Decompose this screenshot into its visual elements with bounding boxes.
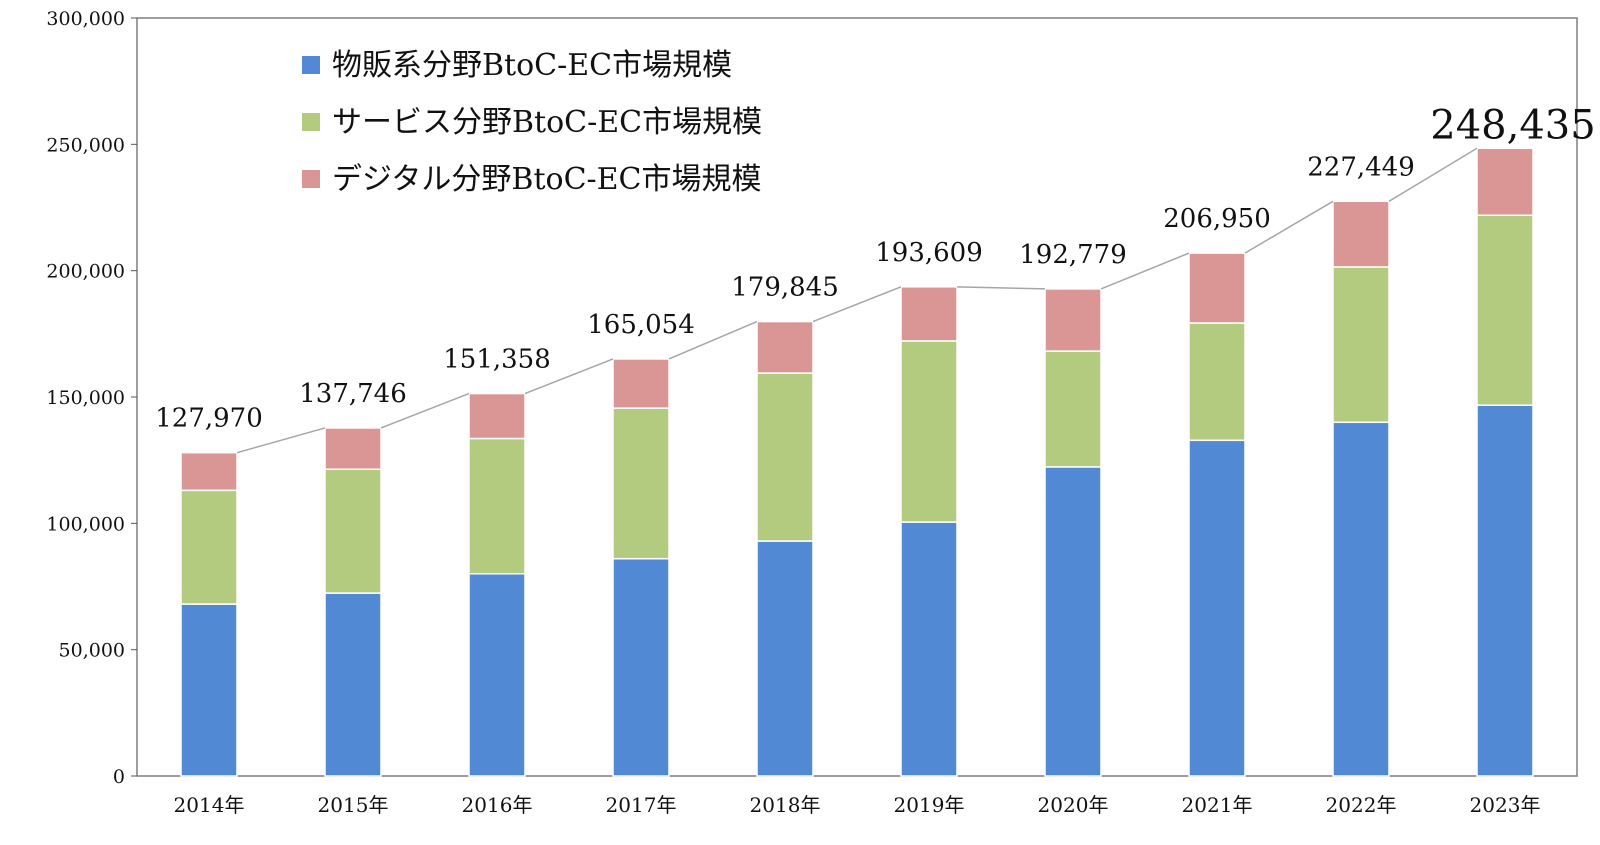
y-axis: 0 50,000 100,000 150,000 200,000 250,000 300,0…: [46, 8, 137, 788]
bar-segment-digital: [1188, 252, 1246, 324]
bar-segment-digital: [468, 392, 526, 440]
bar-segment-goods: [1044, 466, 1102, 777]
bar-segment-services: [324, 468, 382, 594]
x-tick-label: 2015年: [318, 793, 389, 817]
total-trend-line: [236, 147, 1478, 454]
y-tick-label: 150,000: [46, 387, 125, 409]
total-value-label: 248,435: [1430, 102, 1595, 148]
y-tick-label: 300,000: [46, 8, 125, 30]
y-tick-label: 0: [113, 766, 125, 788]
x-tick-label: 2017年: [606, 793, 677, 817]
legend: 物販系分野BtoC-EC市場規模サービス分野BtoC-EC市場規模デジタル分野B…: [302, 48, 762, 197]
bar-segment-services: [756, 372, 814, 542]
bars: [180, 147, 1534, 777]
bar-segment-digital: [1044, 288, 1102, 352]
bar-segment-goods: [1332, 421, 1390, 777]
bar-segment-services: [1476, 214, 1534, 406]
total-value-label: 206,950: [1163, 204, 1271, 234]
bar-segment-services: [1332, 266, 1390, 424]
total-value-label: 227,449: [1307, 152, 1415, 182]
bar-segment-goods: [468, 573, 526, 777]
legend-swatch: [302, 56, 320, 74]
x-tick-label: 2014年: [174, 793, 245, 817]
total-line-segment: [1388, 147, 1478, 202]
bar-segment-goods: [324, 592, 382, 777]
x-tick-label: 2023年: [1470, 793, 1541, 817]
legend-label: サービス分野BtoC-EC市場規模: [332, 105, 762, 140]
total-line-segment: [236, 427, 326, 454]
bar-segment-services: [1188, 322, 1246, 442]
total-line-segment: [524, 358, 614, 395]
bar-segment-services: [468, 437, 526, 575]
bar-segment-goods: [612, 557, 670, 777]
bar-segment-digital: [1476, 147, 1534, 217]
legend-label: デジタル分野BtoC-EC市場規模: [332, 162, 762, 197]
bar-segment-services: [900, 340, 958, 523]
x-tick-label: 2016年: [462, 793, 533, 817]
total-line-segment: [380, 392, 470, 429]
bar-segment-goods: [756, 540, 814, 777]
y-tick-label: 200,000: [46, 261, 125, 283]
bar-segment-services: [612, 407, 670, 560]
y-tick-label: 250,000: [46, 134, 125, 156]
total-value-label: 179,845: [731, 273, 839, 303]
x-tick-label: 2022年: [1326, 793, 1397, 817]
x-tick-label: 2018年: [750, 793, 821, 817]
total-labels: 127,970 137,746 151,358 165,054 179,845 193,6…: [155, 102, 1595, 433]
bar-segment-digital: [180, 451, 238, 492]
total-value-label: 165,054: [587, 310, 695, 340]
legend-swatch: [302, 113, 320, 131]
x-tick-label: 2020年: [1038, 793, 1109, 817]
total-value-label: 127,970: [155, 404, 263, 434]
y-tick-label: 50,000: [59, 640, 125, 662]
bar-segment-digital: [324, 427, 382, 470]
total-line-segment: [812, 286, 902, 323]
total-line-segment: [668, 320, 758, 360]
x-axis: 2014年 2015年 2016年 2017年 2018年 2019年 2020年 2021年…: [174, 793, 1541, 817]
bar-segment-services: [180, 489, 238, 605]
total-value-label: 193,609: [875, 238, 983, 268]
bar-segment-digital: [756, 320, 814, 374]
x-tick-label: 2021年: [1182, 793, 1253, 817]
y-tick-label: 100,000: [46, 513, 125, 535]
bar-segment-services: [1044, 350, 1102, 468]
total-line-segment: [956, 286, 1046, 290]
total-line-segment: [1100, 252, 1190, 290]
bar-segment-digital: [612, 358, 670, 409]
total-value-label: 137,746: [299, 379, 407, 409]
legend-swatch: [302, 170, 320, 188]
bar-segment-goods: [180, 603, 238, 777]
bar-segment-digital: [1332, 200, 1390, 268]
total-value-label: 151,358: [443, 345, 551, 375]
bar-segment-goods: [1188, 439, 1246, 777]
bar-segment-goods: [900, 521, 958, 777]
x-tick-label: 2019年: [894, 793, 965, 817]
bar-segment-digital: [900, 286, 958, 342]
legend-label: 物販系分野BtoC-EC市場規模: [332, 48, 732, 83]
bar-segment-goods: [1476, 404, 1534, 777]
total-line-segment: [1244, 200, 1334, 254]
total-value-label: 192,779: [1019, 240, 1127, 270]
